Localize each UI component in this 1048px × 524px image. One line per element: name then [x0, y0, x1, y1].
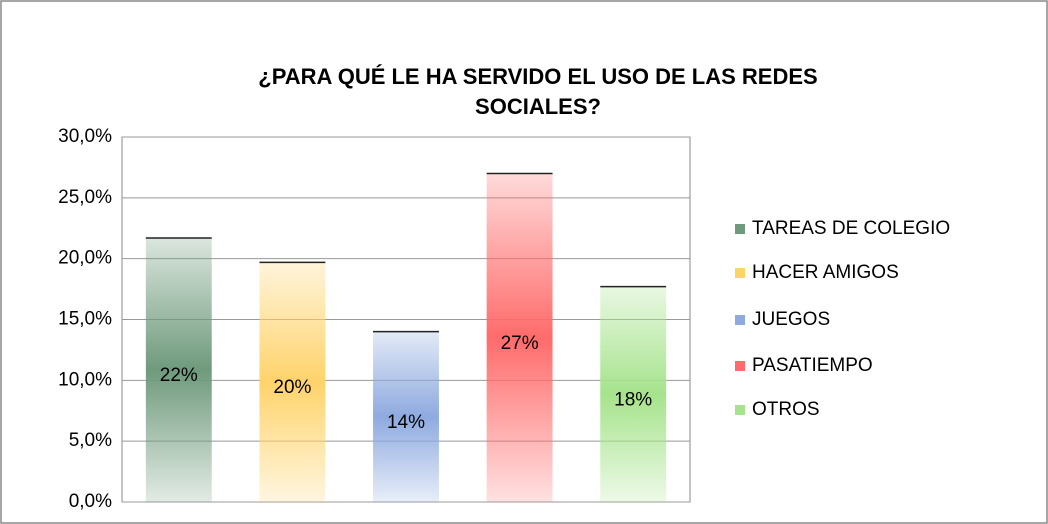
y-tick-label: 20,0% — [58, 248, 112, 269]
chart-title: SOCIALES? — [475, 94, 601, 119]
value-label: 27% — [501, 333, 539, 354]
legend-label: PASATIEMPO — [752, 355, 873, 376]
y-tick-label: 0,0% — [69, 491, 112, 512]
value-label: 14% — [387, 412, 425, 433]
y-tick-label: 25,0% — [58, 187, 112, 208]
legend-label: HACER AMIGOS — [752, 262, 899, 283]
bar — [600, 286, 667, 502]
bar — [486, 173, 553, 502]
bar — [259, 262, 326, 502]
legend-swatch — [735, 315, 745, 325]
legend-label: JUEGOS — [752, 309, 830, 330]
y-tick-label: 5,0% — [69, 430, 112, 451]
legend-swatch — [735, 268, 745, 278]
value-label: 18% — [614, 389, 652, 410]
legend-swatch — [735, 361, 745, 371]
chart-title: ¿PARA QUÉ LE HA SERVIDO EL USO DE LAS RE… — [258, 64, 817, 89]
bar — [145, 237, 212, 502]
legend-swatch — [735, 405, 745, 415]
bar — [373, 331, 439, 502]
legend-label: TAREAS DE COLEGIO — [752, 218, 950, 239]
y-tick-label: 30,0% — [58, 126, 112, 147]
legend-label: OTROS — [752, 399, 820, 420]
value-label: 22% — [160, 365, 198, 386]
y-tick-label: 10,0% — [58, 369, 112, 390]
legend-swatch — [735, 224, 745, 234]
y-tick-label: 15,0% — [58, 309, 112, 330]
value-label: 20% — [273, 377, 311, 398]
